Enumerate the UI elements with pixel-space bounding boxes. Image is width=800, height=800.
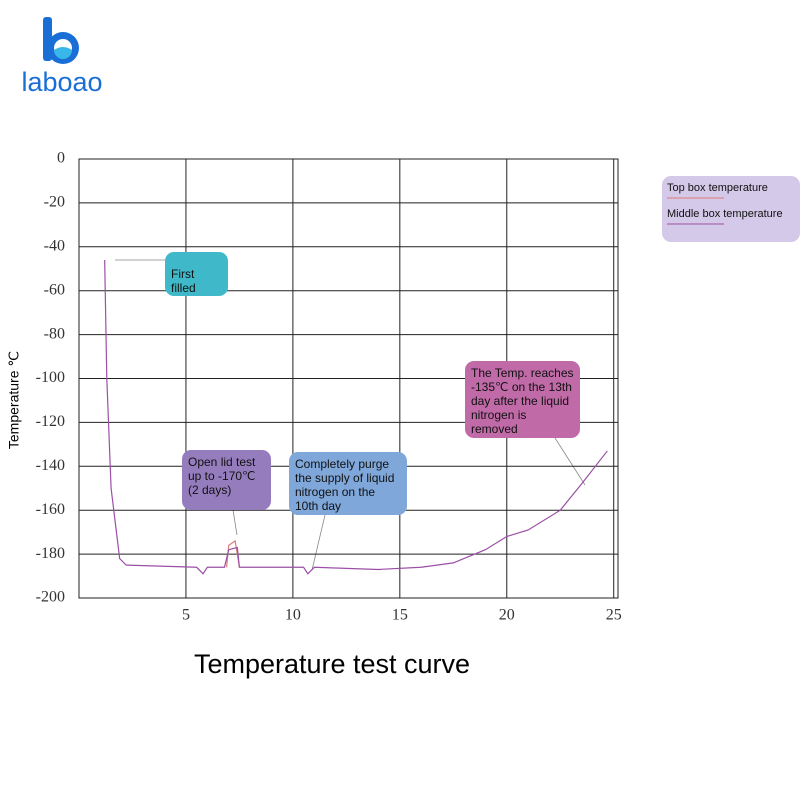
x-tick-label: 5 xyxy=(182,607,190,624)
y-tick-label: -80 xyxy=(44,325,65,342)
y-tick-label: -20 xyxy=(44,194,65,211)
legend-label: Middle box temperature xyxy=(667,208,783,220)
chart-title: Temperature test curve xyxy=(194,649,470,679)
y-tick-label: 0 xyxy=(57,150,65,167)
annotation: The Temp. reaches -135℃ on the 13th day … xyxy=(465,361,580,438)
logo-icon xyxy=(43,17,79,64)
legend-box xyxy=(662,176,800,242)
y-tick-label: -100 xyxy=(36,369,65,386)
leader-line xyxy=(554,437,586,486)
x-tick-label: 15 xyxy=(392,607,408,624)
x-tick-label: 20 xyxy=(499,607,515,624)
annotation: First filled xyxy=(165,252,228,296)
y-tick-label: -120 xyxy=(36,413,65,430)
x-tick-label: 10 xyxy=(285,607,301,624)
legend-label: Top box temperature xyxy=(667,182,768,194)
x-tick-label: 25 xyxy=(606,607,622,624)
data-line xyxy=(104,259,608,575)
leader-line xyxy=(311,514,326,571)
y-axis-label: Temperature ℃ xyxy=(6,351,22,449)
y-tick-label: -140 xyxy=(36,457,65,474)
y-tick-label: -60 xyxy=(44,281,65,298)
annotation: Completely purge the supply of liquid ni… xyxy=(289,452,407,515)
y-tick-label: -200 xyxy=(36,589,65,606)
annotation: Open lid test up to -170℃ (2 days) xyxy=(182,450,271,510)
logo-text: laboao xyxy=(21,67,102,97)
leader-line xyxy=(232,509,238,536)
y-tick-label: -180 xyxy=(36,545,65,562)
y-tick-label: -160 xyxy=(36,501,65,518)
y-tick-label: -40 xyxy=(44,237,65,254)
